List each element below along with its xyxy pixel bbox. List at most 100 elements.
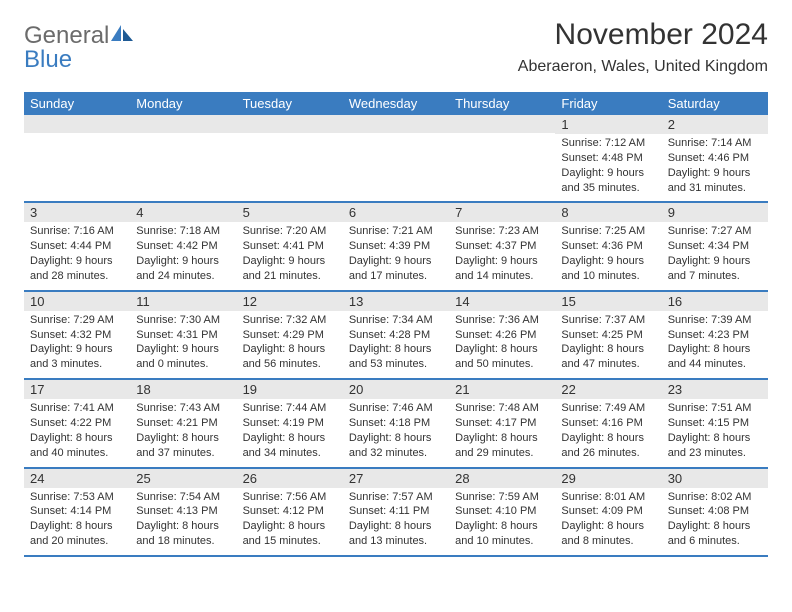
day-detail: Sunrise: 8:01 AMSunset: 4:09 PMDaylight:… <box>555 488 661 555</box>
day-number: 8 <box>555 203 661 222</box>
daylight-line: Daylight: 9 hours and 31 minutes. <box>668 167 751 194</box>
day-cell: 26Sunrise: 7:56 AMSunset: 4:12 PMDayligh… <box>237 468 343 556</box>
sunset-line: Sunset: 4:28 PM <box>349 329 430 341</box>
daylight-line: Daylight: 8 hours and 10 minutes. <box>455 520 538 547</box>
sunrise-line: Sunrise: 8:01 AM <box>561 491 645 503</box>
title-block: November 2024 Aberaeron, Wales, United K… <box>518 18 768 76</box>
day-number: 16 <box>662 292 768 311</box>
day-number: 22 <box>555 380 661 399</box>
sunset-line: Sunset: 4:21 PM <box>136 417 217 429</box>
daylight-line: Daylight: 9 hours and 14 minutes. <box>455 255 538 282</box>
day-cell: 20Sunrise: 7:46 AMSunset: 4:18 PMDayligh… <box>343 379 449 467</box>
sunrise-line: Sunrise: 7:37 AM <box>561 314 645 326</box>
daylight-line: Daylight: 8 hours and 13 minutes. <box>349 520 432 547</box>
day-detail: Sunrise: 7:54 AM Sunset: 4:13 PM Daylight:… <box>130 488 236 555</box>
day-number: 12 <box>237 292 343 311</box>
day-detail: Sunrise: 7:20 AMSunset: 4:41 PMDaylight:… <box>237 222 343 289</box>
day-cell <box>449 115 555 202</box>
day-detail: Sunrise: 7:21 AMSunset: 4:39 PMDaylight:… <box>343 222 449 289</box>
sunrise-line: Sunrise: 7:27 AM <box>668 225 752 237</box>
sunset-line: Sunset: 4:08 PM <box>668 505 749 517</box>
sunrise-line: Sunrise: 7:23 AM <box>455 225 539 237</box>
day-cell: 16Sunrise: 7:39 AMSunset: 4:23 PMDayligh… <box>662 291 768 379</box>
sunrise-line: Sunrise: 7:56 AM <box>243 491 327 503</box>
daylight-line: Daylight: 9 hours and 24 minutes. <box>136 255 219 282</box>
daylight-line: Daylight: 9 hours and 3 minutes. <box>30 343 113 370</box>
week-row: 3Sunrise: 7:16 AMSunset: 4:44 PMDaylight… <box>24 202 768 290</box>
day-number: 5 <box>237 203 343 222</box>
sunrise-line: Sunrise: 7:32 AM <box>243 314 327 326</box>
sunset-line: Sunset: 4:37 PM <box>455 240 536 252</box>
daylight-line: Daylight: 8 hours and 56 minutes. <box>243 343 326 370</box>
sunset-line: Sunset: 4:18 PM <box>349 417 430 429</box>
day-detail: Sunrise: 7:46 AMSunset: 4:18 PMDaylight:… <box>343 399 449 466</box>
day-cell: 12 Sunrise: 7:32 AM Sunset: 4:29 PM Dayligh… <box>237 291 343 379</box>
day-cell: 18Sunrise: 7:43 AMSunset: 4:21 PMDayligh… <box>130 379 236 467</box>
empty-daybar <box>343 115 449 133</box>
sunset-line: Sunset: 4:42 PM <box>136 240 217 252</box>
sunrise-line: Sunrise: 7:16 AM <box>30 225 114 237</box>
day-cell: 17Sunrise: 7:41 AMSunset: 4:22 PMDayligh… <box>24 379 130 467</box>
sunset-line: Sunset: 4:29 PM <box>243 329 324 341</box>
sunset-line: Sunset: 4:13 PM <box>136 505 217 517</box>
sunrise-line: Sunrise: 7:20 AM <box>243 225 327 237</box>
sunset-line: Sunset: 4:26 PM <box>455 329 536 341</box>
day-number: 18 <box>130 380 236 399</box>
day-detail: Sunrise: 7:44 AMSunset: 4:19 PMDaylight:… <box>237 399 343 466</box>
sunrise-line: Sunrise: 7:46 AM <box>349 402 433 414</box>
day-cell: 10Sunrise: 7:29 AMSunset: 4:32 PMDayligh… <box>24 291 130 379</box>
daylight-line: Daylight: 9 hours and 28 minutes. <box>30 255 113 282</box>
day-number: 1 <box>555 115 661 134</box>
empty-daybar <box>449 115 555 133</box>
sunset-line: Sunset: 4:11 PM <box>349 505 430 517</box>
sunset-line: Sunset: 4:25 PM <box>561 329 642 341</box>
sunrise-line: Sunrise: 7:18 AM <box>136 225 220 237</box>
calendar-table: Sunday Monday Tuesday Wednesday Thursday… <box>24 92 768 557</box>
daylight-line: Daylight: 8 hours and 20 minutes. <box>30 520 113 547</box>
sunrise-line: Sunrise: 7:41 AM <box>30 402 114 414</box>
sunset-line: Sunset: 4:19 PM <box>243 417 324 429</box>
sunrise-line: Sunrise: 7:36 AM <box>455 314 539 326</box>
day-number: 23 <box>662 380 768 399</box>
week-row: 24 Sunrise: 7:53 AM Sunset: 4:14 PM Dayligh… <box>24 468 768 556</box>
day-number: 15 <box>555 292 661 311</box>
day-detail: Sunrise: 8:02 AMSunset: 4:08 PMDaylight:… <box>662 488 768 555</box>
header: General Blue November 2024 Aberaeron, Wa… <box>24 18 768 76</box>
dayhead-tue: Tuesday <box>237 92 343 115</box>
day-cell: 19Sunrise: 7:44 AMSunset: 4:19 PMDayligh… <box>237 379 343 467</box>
day-cell: 2Sunrise: 7:14 AMSunset: 4:46 PMDaylight… <box>662 115 768 202</box>
sunset-line: Sunset: 4:22 PM <box>30 417 111 429</box>
sunrise-line: Sunrise: 7:59 AM <box>455 491 539 503</box>
sunrise-line: Sunrise: 7:39 AM <box>668 314 752 326</box>
day-number: 24 <box>24 469 130 488</box>
week-row: 10Sunrise: 7:29 AMSunset: 4:32 PMDayligh… <box>24 291 768 379</box>
sunrise-line: Sunrise: 7:57 AM <box>349 491 433 503</box>
day-cell <box>24 115 130 202</box>
day-detail: Sunrise: 7:56 AMSunset: 4:12 PMDaylight:… <box>237 488 343 555</box>
sunrise-line: Sunrise: 7:54 AM <box>136 491 220 503</box>
day-cell: 24 Sunrise: 7:53 AM Sunset: 4:14 PM Dayligh… <box>24 468 130 556</box>
day-detail: Sunrise: 7:12 AMSunset: 4:48 PMDaylight:… <box>555 134 661 201</box>
empty-daybar <box>24 115 130 133</box>
sunset-line: Sunset: 4:23 PM <box>668 329 749 341</box>
dayhead-sat: Saturday <box>662 92 768 115</box>
daylight-line: Daylight: 8 hours and 47 minutes. <box>561 343 644 370</box>
day-number: 30 <box>662 469 768 488</box>
sunset-line: Sunset: 4:14 PM <box>30 505 111 517</box>
logo-word2: Blue <box>24 46 72 73</box>
day-number: 27 <box>343 469 449 488</box>
day-detail: Sunrise: 7:25 AMSunset: 4:36 PMDaylight:… <box>555 222 661 289</box>
sunrise-line: Sunrise: 7:12 AM <box>561 137 645 149</box>
day-detail: Sunrise: 7:51 AMSunset: 4:15 PMDaylight:… <box>662 399 768 466</box>
daylight-line: Daylight: 8 hours and 18 minutes. <box>136 520 219 547</box>
day-header-row: Sunday Monday Tuesday Wednesday Thursday… <box>24 92 768 115</box>
sunrise-line: Sunrise: 7:49 AM <box>561 402 645 414</box>
day-detail: Sunrise: 7:57 AM Sunset: 4:11 PM Daylight:… <box>343 488 449 555</box>
sunrise-line: Sunrise: 7:53 AM <box>30 491 114 503</box>
day-detail: Sunrise: 7:27 AMSunset: 4:34 PMDaylight:… <box>662 222 768 289</box>
day-number: 10 <box>24 292 130 311</box>
daylight-line: Daylight: 8 hours and 37 minutes. <box>136 432 219 459</box>
day-cell <box>237 115 343 202</box>
daylight-line: Daylight: 9 hours and 35 minutes. <box>561 167 644 194</box>
day-detail: Sunrise: 7:34 AMSunset: 4:28 PMDaylight:… <box>343 311 449 378</box>
